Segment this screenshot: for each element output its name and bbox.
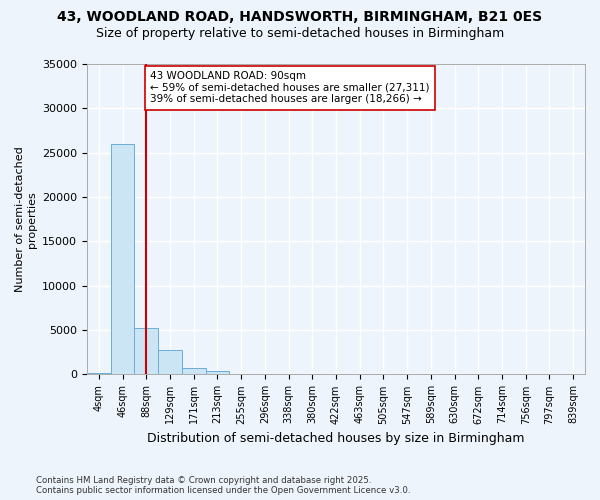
X-axis label: Distribution of semi-detached houses by size in Birmingham: Distribution of semi-detached houses by … xyxy=(147,432,525,445)
Bar xyxy=(182,368,206,374)
Bar xyxy=(206,372,229,374)
Bar xyxy=(134,328,158,374)
Text: Size of property relative to semi-detached houses in Birmingham: Size of property relative to semi-detach… xyxy=(96,28,504,40)
Bar xyxy=(87,372,111,374)
Bar xyxy=(111,144,134,374)
Text: Contains HM Land Registry data © Crown copyright and database right 2025.
Contai: Contains HM Land Registry data © Crown c… xyxy=(36,476,410,495)
Text: 43, WOODLAND ROAD, HANDSWORTH, BIRMINGHAM, B21 0ES: 43, WOODLAND ROAD, HANDSWORTH, BIRMINGHA… xyxy=(58,10,542,24)
Y-axis label: Number of semi-detached
properties: Number of semi-detached properties xyxy=(15,146,37,292)
Text: 43 WOODLAND ROAD: 90sqm
← 59% of semi-detached houses are smaller (27,311)
39% o: 43 WOODLAND ROAD: 90sqm ← 59% of semi-de… xyxy=(150,71,430,104)
Bar xyxy=(158,350,182,374)
